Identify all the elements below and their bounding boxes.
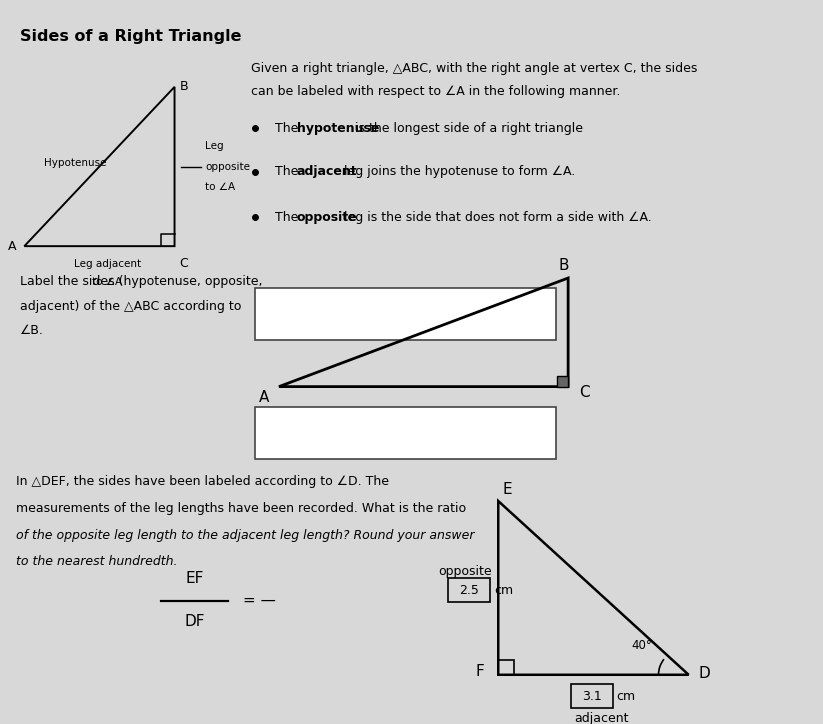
Text: The: The [275,211,302,224]
Text: opposite: opposite [297,211,357,224]
Text: leg joins the hypotenuse to form ∠A.: leg joins the hypotenuse to form ∠A. [341,165,576,178]
Text: 2.5: 2.5 [459,584,479,597]
Bar [255,288,556,340]
Text: Leg: Leg [205,141,224,151]
Text: can be labeled with respect to ∠A in the following manner.: can be labeled with respect to ∠A in the… [251,85,621,98]
Bar [571,684,612,708]
Text: 3.1: 3.1 [582,690,602,702]
Text: adjacent: adjacent [297,165,357,178]
Text: leg is the side that does not form a side with ∠A.: leg is the side that does not form a sid… [341,211,653,224]
Text: 40°: 40° [632,639,653,652]
Text: adjacent: adjacent [574,712,629,724]
Text: The: The [275,122,302,135]
Text: Hypotenuse: Hypotenuse [44,158,107,168]
Text: C: C [179,257,188,270]
Text: The: The [275,165,302,178]
Text: A: A [7,240,16,253]
Text: = —: = — [243,594,276,608]
Text: D: D [698,666,710,681]
Text: C: C [579,385,590,400]
Text: is the longest side of a right triangle: is the longest side of a right triangle [351,122,584,135]
Text: to ∠A: to ∠A [92,277,123,287]
Bar [255,407,556,459]
Text: F: F [475,664,484,678]
Text: of the opposite leg length to the adjacent leg length? Round your answer: of the opposite leg length to the adjace… [16,529,475,542]
Text: A: A [259,390,269,405]
Text: measurements of the leg lengths have been recorded. What is the ratio: measurements of the leg lengths have bee… [16,502,467,515]
Text: ∠B.: ∠B. [20,324,44,337]
Text: cm: cm [495,584,514,597]
Text: B: B [179,80,188,93]
Text: adjacent) of the △ABC according to: adjacent) of the △ABC according to [20,300,241,313]
Text: In △DEF, the sides have been labeled according to ∠D. The: In △DEF, the sides have been labeled acc… [16,475,389,488]
Text: EF: EF [185,571,204,586]
Text: cm: cm [616,690,636,702]
Text: B: B [559,258,570,273]
Text: opposite: opposite [438,565,492,578]
Text: Leg adjacent: Leg adjacent [74,259,141,269]
Text: E: E [502,482,512,497]
Text: to the nearest hundredth.: to the nearest hundredth. [16,555,178,568]
Text: Label the sides (hypotenuse, opposite,: Label the sides (hypotenuse, opposite, [20,275,262,288]
Bar [557,376,568,387]
Text: Given a right triangle, △ABC, with the right angle at vertex C, the sides: Given a right triangle, △ABC, with the r… [251,62,697,75]
Bar [498,660,514,675]
Text: DF: DF [184,614,205,629]
Text: opposite: opposite [205,161,250,172]
Text: hypotenuse: hypotenuse [297,122,379,135]
Text: Sides of a Right Triangle: Sides of a Right Triangle [20,30,241,44]
Bar [449,578,491,602]
Text: to ∠A: to ∠A [205,182,235,192]
